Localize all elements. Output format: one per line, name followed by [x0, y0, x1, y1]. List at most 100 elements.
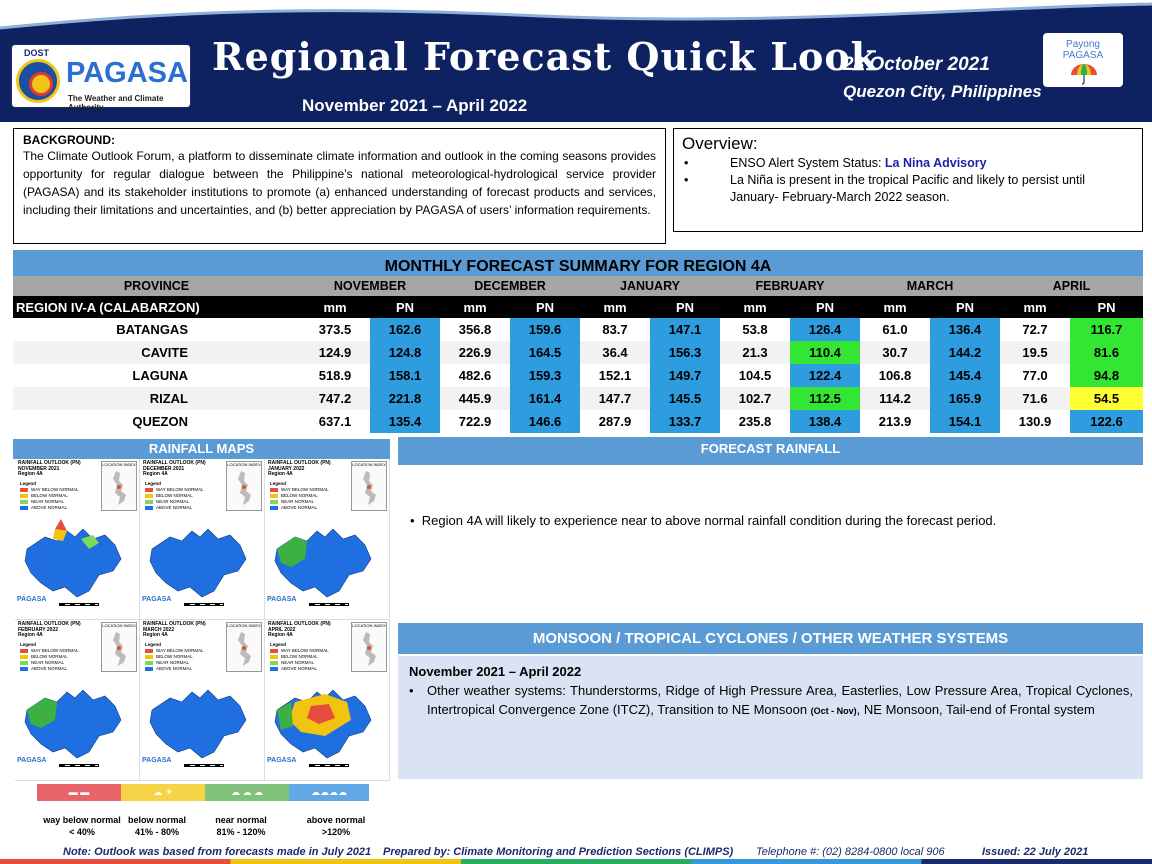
- pn-header: PN: [930, 296, 1000, 318]
- legend-near-swatch: ☁ ☁ ☁: [205, 784, 289, 801]
- background-text: The Climate Outlook Forum, a platform to…: [23, 149, 656, 217]
- pn-value: 54.5: [1070, 387, 1143, 410]
- footer-stripe: [0, 859, 1152, 864]
- location-index-map: LOCATION INDEX: [351, 622, 387, 672]
- pn-value: 133.7: [650, 410, 720, 433]
- pn-value: 138.4: [790, 410, 860, 433]
- unit-header-row: REGION IV-A (CALABARZON) mm PN mm PN mm PN mm P…: [13, 296, 1143, 318]
- mm-value: 53.8: [742, 322, 768, 337]
- dost-label: DOST: [24, 48, 50, 58]
- pn-value: 144.2: [930, 341, 1000, 364]
- mm-value: 21.3: [720, 341, 790, 364]
- footer-note: Note: Outlook was based from forecasts m…: [63, 846, 372, 858]
- rainfall-map-panel: RAINFALL OUTLOOK (PN) FEBRUARY 2022 Region…: [15, 620, 140, 781]
- month-header: DECEMBER: [440, 276, 580, 296]
- mm-value: 482.6: [458, 368, 492, 383]
- pn-value: 110.4: [790, 341, 860, 364]
- mm-value: 106.8: [878, 368, 912, 383]
- overview-item-enso: ENSO Alert System Status: La Nina Adviso…: [682, 155, 1134, 172]
- mm-value: 36.4: [580, 341, 650, 364]
- pn-value: 112.5: [790, 387, 860, 410]
- philippines-outline-icon: [113, 632, 126, 666]
- mm-value: 114.2: [860, 387, 930, 410]
- footer-telephone: Telephone #: (02) 8284-0800 local 906: [756, 846, 945, 858]
- header-banner: DOST PAGASA The Weather and Climate Auth…: [0, 0, 1152, 122]
- map-title: RAINFALL OUTLOOK (PN) MARCH 2022 Region 4A: [143, 621, 206, 638]
- map-brand: PAGASA: [17, 596, 47, 603]
- pn-value: 135.4: [370, 410, 440, 433]
- location-index-map: LOCATION INDEX: [101, 622, 137, 672]
- mm-value: 77.0: [1022, 368, 1048, 383]
- rainfall-map-panel: RAINFALL OUTLOOK (PN) MARCH 2022 Region 4A…: [140, 620, 265, 781]
- pn-header: PN: [650, 296, 720, 318]
- mm-header: mm: [440, 296, 510, 318]
- map-title: RAINFALL OUTLOOK (PN) NOVEMBER 2021 Region…: [18, 460, 81, 477]
- map-brand: PAGASA: [142, 757, 172, 764]
- payong-pagasa-logo: Payong PAGASA: [1043, 33, 1123, 87]
- region-4a-map-icon: [24, 689, 122, 759]
- month-header: MARCH: [860, 276, 1000, 296]
- region-label: REGION IV-A (CALABARZON): [13, 296, 300, 318]
- mm-value: 71.6: [1000, 387, 1070, 410]
- table-row: QUEZON 637.1 135.4 722.9 146.6 287.9 133.7 235.…: [13, 410, 1143, 433]
- philippines-outline-icon: [113, 471, 126, 505]
- pagasa-logo: DOST PAGASA The Weather and Climate Auth…: [11, 44, 191, 112]
- month-header: JANUARY: [580, 276, 720, 296]
- map-title: RAINFALL OUTLOOK (PN) JANUARY 2022 Region …: [268, 460, 331, 477]
- payong-line2: PAGASA: [1062, 50, 1104, 61]
- legend-way-below-swatch: ▬ ▬: [37, 784, 121, 801]
- map-title: RAINFALL OUTLOOK (PN) APRIL 2022 Region 4A: [268, 621, 331, 638]
- forecast-rainfall-text: • Region 4A will likely to experience ne…: [410, 513, 997, 528]
- table-row: BATANGAS 373.5 162.6 356.8 159.6 83.7 147.1 53.…: [13, 318, 1143, 341]
- map-scale-bar: [184, 603, 224, 606]
- pn-value: 81.6: [1070, 341, 1143, 364]
- umbrella-icon: [1071, 64, 1097, 85]
- pn-header: PN: [370, 296, 440, 318]
- mm-value: 124.9: [300, 341, 370, 364]
- pn-header: PN: [790, 296, 860, 318]
- pn-value: 122.6: [1070, 410, 1143, 433]
- footer: Note: Outlook was based from forecasts m…: [0, 845, 1152, 864]
- mm-value: 747.2: [300, 387, 370, 410]
- pn-value: 161.4: [510, 387, 580, 410]
- pn-value: 145.5: [650, 387, 720, 410]
- header-place: Quezon City, Philippines: [843, 82, 1042, 101]
- legend-below-swatch: ☁ ☀: [121, 784, 205, 801]
- mm-value: 637.1: [318, 414, 352, 429]
- overview-item-lanina: La Niña is present in the tropical Pacif…: [682, 172, 1134, 206]
- map-legend: Legend WAY BELOW NORMAL BELOW NORMAL NEAR N…: [20, 481, 79, 510]
- philippines-outline-icon: [238, 471, 251, 505]
- map-legend: Legend WAY BELOW NORMAL BELOW NORMAL NEAR N…: [270, 642, 329, 671]
- table-title: MONTHLY FORECAST SUMMARY FOR REGION 4A: [13, 250, 1143, 276]
- pn-value: 165.9: [930, 387, 1000, 410]
- monsoon-header: MONSOON / TROPICAL CYCLONES / OTHER WEAT…: [398, 623, 1143, 654]
- monthly-forecast-table: MONTHLY FORECAST SUMMARY FOR REGION 4A P…: [13, 250, 1143, 433]
- map-scale-bar: [59, 764, 99, 767]
- pn-value: 156.3: [650, 341, 720, 364]
- forecast-rainfall-header: FORECAST RAINFALL: [398, 437, 1143, 465]
- province-header: PROVINCE: [13, 276, 300, 296]
- pn-value: 126.4: [790, 318, 860, 341]
- mm-value: 213.9: [878, 414, 912, 429]
- province-name: BATANGAS: [116, 322, 188, 337]
- pn-value: 158.1: [370, 364, 440, 387]
- table-row: RIZAL 747.2 221.8 445.9 161.4 147.7 145.5 102.7…: [13, 387, 1143, 410]
- rainfall-map-panel: RAINFALL OUTLOOK (PN) DECEMBER 2021 Region…: [140, 459, 265, 620]
- pn-value: 136.4: [930, 318, 1000, 341]
- pn-value: 159.3: [510, 364, 580, 387]
- rainfall-map-panel: RAINFALL OUTLOOK (PN) JANUARY 2022 Region …: [265, 459, 390, 620]
- mm-value: 226.9: [440, 341, 510, 364]
- legend-above-swatch: ☁☁☁☁: [289, 784, 369, 801]
- map-scale-bar: [309, 603, 349, 606]
- province-name: RIZAL: [13, 387, 300, 410]
- month-header-row: PROVINCE NOVEMBER DECEMBER JANUARY FEBRU…: [13, 276, 1143, 296]
- pn-value: 164.5: [510, 341, 580, 364]
- location-index-map: LOCATION INDEX: [226, 461, 262, 511]
- pn-value: 221.8: [370, 387, 440, 410]
- map-title: RAINFALL OUTLOOK (PN) FEBRUARY 2022 Region…: [18, 621, 81, 638]
- legend-near-label: near normal 81% - 120%: [215, 815, 267, 837]
- pn-value: 146.6: [510, 410, 580, 433]
- rainfall-maps-grid: RAINFALL OUTLOOK (PN) NOVEMBER 2021 Region…: [15, 459, 390, 781]
- pn-header: PN: [1070, 296, 1143, 318]
- overview-box: Overview: ENSO Alert System Status: La N…: [673, 128, 1143, 232]
